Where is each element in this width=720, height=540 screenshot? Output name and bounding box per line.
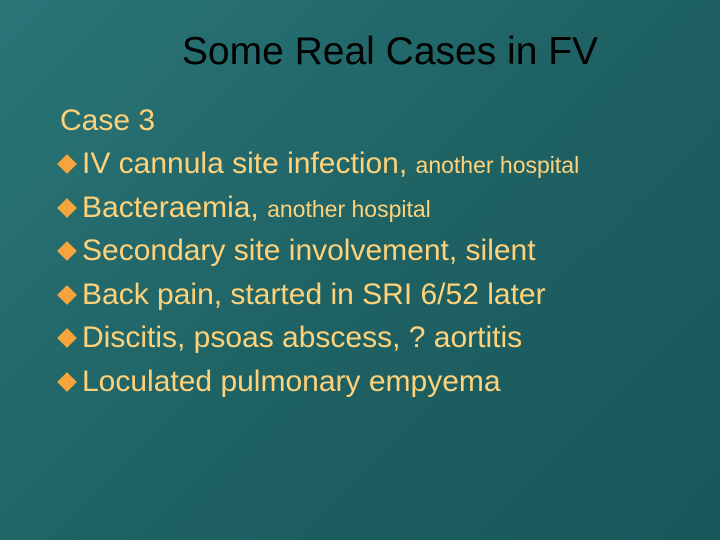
diamond-bullet-icon (57, 154, 77, 174)
list-item: Discitis, psoas abscess, ? aortitis (60, 316, 680, 360)
bullet-text: IV cannula site infection, (82, 147, 416, 180)
diamond-bullet-icon (57, 372, 77, 392)
bullet-trail: another hospital (416, 152, 580, 178)
list-item: Loculated pulmonary empyema (60, 360, 680, 404)
bullet-text: Bacteraemia, (82, 191, 267, 224)
diamond-bullet-icon (57, 198, 77, 218)
bullet-text: Back pain, started in SRI 6/52 later (82, 278, 546, 311)
bullet-text: Discitis, psoas abscess, ? aortitis (82, 321, 522, 354)
slide-title: Some Real Cases in FV (100, 30, 680, 74)
diamond-bullet-icon (57, 285, 77, 305)
diamond-bullet-icon (57, 328, 77, 348)
diamond-bullet-icon (57, 241, 77, 261)
list-item: Back pain, started in SRI 6/52 later (60, 273, 680, 317)
bullet-trail: another hospital (267, 196, 431, 222)
list-item: IV cannula site infection, another hospi… (60, 142, 680, 186)
slide: Some Real Cases in FV Case 3 IV cannula … (0, 0, 720, 540)
list-item: Secondary site involvement, silent (60, 229, 680, 273)
bullet-text: Loculated pulmonary empyema (82, 365, 501, 398)
case-subheading: Case 3 (60, 104, 680, 138)
bullet-text: Secondary site involvement, silent (82, 234, 536, 267)
list-item: Bacteraemia, another hospital (60, 186, 680, 230)
bullet-list: IV cannula site infection, another hospi… (60, 142, 680, 403)
